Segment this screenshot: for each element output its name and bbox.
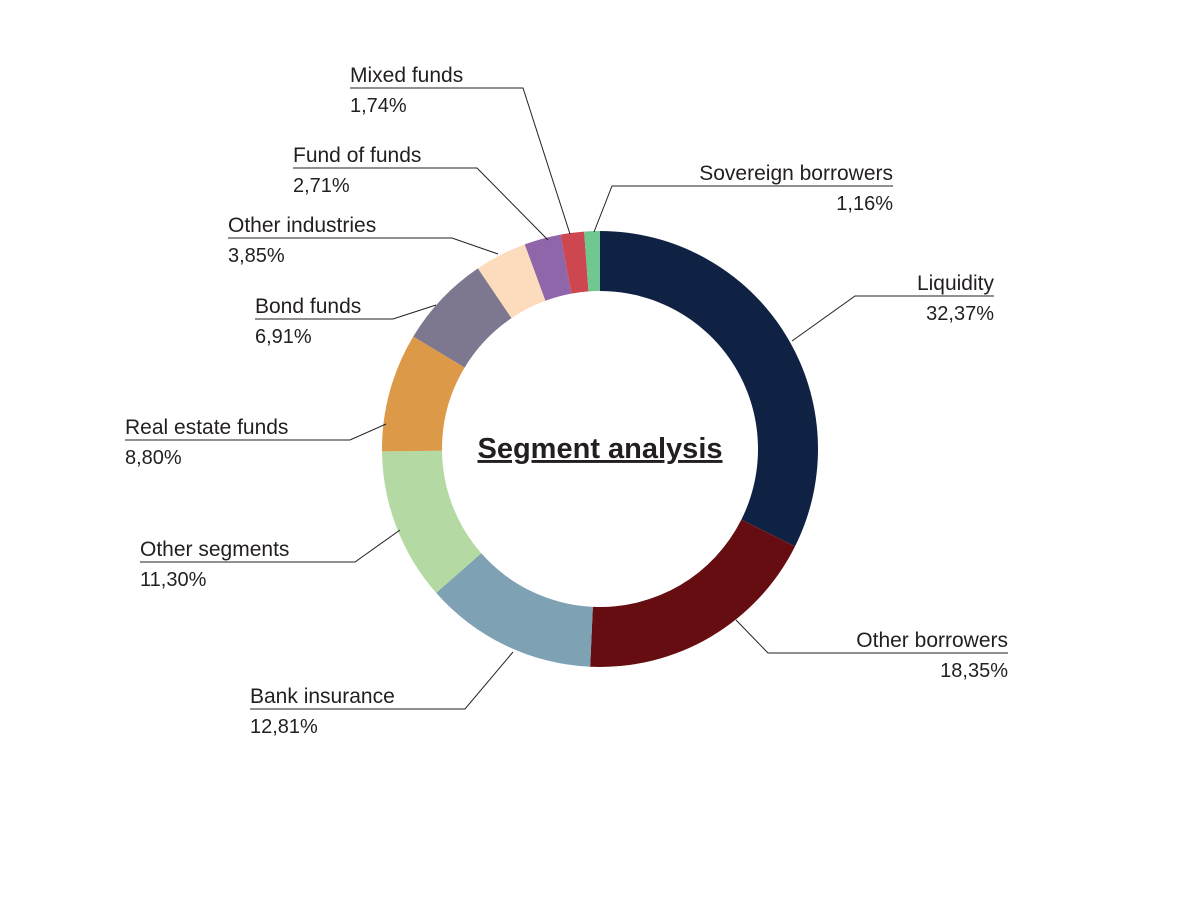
leader-line-other-segments [140, 529, 401, 563]
slice-bank-insurance [436, 553, 593, 667]
slice-label-mixed-funds: Mixed funds [350, 64, 463, 87]
slice-labels: Liquidity 32,37% Other borrowers 18,35% Bank… [125, 64, 1008, 738]
slice-liquidity [600, 231, 818, 547]
slice-value-bond-funds: 6,91% [255, 326, 312, 348]
leader-line-sovereign-borrowers [593, 185, 893, 233]
leader-line-bond-funds [255, 304, 437, 320]
slice-value-fund-of-funds: 2,71% [293, 175, 350, 197]
slice-other-borrowers [590, 519, 796, 667]
slice-value-mixed-funds: 1,74% [350, 95, 407, 117]
slice-label-other-borrowers: Other borrowers [856, 629, 1008, 652]
slice-other-industries [477, 244, 546, 319]
slice-value-sovereign-borrowers: 1,16% [836, 193, 893, 215]
leader-lines [125, 87, 1008, 710]
leader-line-other-industries [228, 237, 499, 255]
slice-real-estate-funds [382, 336, 465, 452]
slice-mixed-funds [560, 231, 589, 294]
leader-line-bank-insurance [250, 651, 514, 710]
leader-line-real-estate-funds [125, 423, 387, 441]
slice-bond-funds [413, 268, 512, 368]
leader-line-fund-of-funds [293, 167, 549, 241]
slice-label-bond-funds: Bond funds [255, 295, 361, 318]
slice-other-segments [382, 450, 482, 593]
slice-value-other-industries: 3,85% [228, 245, 285, 267]
chart-title: Segment analysis [478, 433, 723, 465]
leader-line-mixed-funds [350, 87, 571, 235]
slice-label-liquidity: Liquidity [917, 272, 995, 295]
slice-label-bank-insurance: Bank insurance [250, 685, 395, 708]
slice-fund-of-funds [524, 234, 572, 301]
leader-line-other-borrowers [735, 619, 1008, 654]
slice-sovereign-borrowers [584, 231, 600, 292]
donut-slices [382, 231, 818, 667]
slice-label-other-segments: Other segments [140, 538, 289, 561]
slice-value-liquidity: 32,37% [926, 303, 994, 325]
slice-label-real-estate-funds: Real estate funds [125, 416, 288, 439]
slice-value-other-segments: 11,30% [140, 569, 207, 591]
slice-value-real-estate-funds: 8,80% [125, 447, 182, 469]
slice-value-other-borrowers: 18,35% [940, 660, 1008, 682]
slice-label-other-industries: Other industries [228, 214, 376, 237]
slice-label-sovereign-borrowers: Sovereign borrowers [699, 162, 893, 185]
slice-value-bank-insurance: 12,81% [250, 716, 318, 738]
slice-label-fund-of-funds: Fund of funds [293, 144, 421, 167]
leader-line-liquidity [791, 295, 994, 342]
